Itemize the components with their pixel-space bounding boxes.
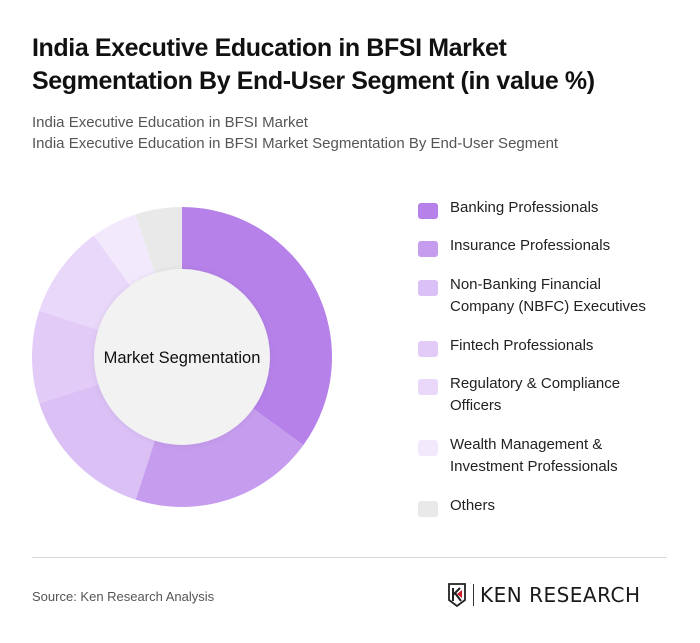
legend-label: Others xyxy=(450,497,496,514)
donut-center xyxy=(94,269,270,445)
legend-item-wealth[interactable]: Wealth Management & Investment Professio… xyxy=(418,434,650,478)
donut-slice[interactable] xyxy=(39,235,133,331)
legend-item-fintech[interactable]: Fintech Professionals xyxy=(418,335,680,357)
legend-label: Insurance Professionals xyxy=(450,237,611,254)
center-label: Market Segmentation xyxy=(104,349,261,367)
source-note: Source: Ken Research Analysis xyxy=(32,589,215,604)
ken-research-logo-icon xyxy=(448,583,466,607)
legend-label: Regulatory & Compliance Officers xyxy=(450,375,621,414)
donut-chart-area: Market Segmentation xyxy=(0,200,370,520)
chart-subtitle: India Executive Education in BFSI Market… xyxy=(32,112,672,154)
subtitle-line-1: India Executive Education in BFSI Market xyxy=(32,114,308,131)
legend-swatch xyxy=(418,379,438,395)
donut-slice[interactable] xyxy=(135,406,304,507)
legend-swatch xyxy=(418,241,438,257)
brand-logo: KEN RESEARCH xyxy=(447,583,641,607)
legend-swatch xyxy=(418,341,438,357)
legend-label: Wealth Management & Investment Professio… xyxy=(450,436,618,475)
donut-chart: Market Segmentation xyxy=(32,207,332,507)
legend-swatch xyxy=(418,501,438,517)
legend-item-regulatory[interactable]: Regulatory & Compliance Officers xyxy=(418,373,640,417)
donut-slice[interactable] xyxy=(135,207,182,277)
legend-item-others[interactable]: Others xyxy=(418,495,680,517)
footer-divider xyxy=(32,557,667,558)
donut-slices xyxy=(32,207,332,507)
donut-slice[interactable] xyxy=(93,214,156,289)
legend-swatch xyxy=(418,203,438,219)
brand-name: KEN RESEARCH xyxy=(480,583,641,607)
legend-item-insurance[interactable]: Insurance Professionals xyxy=(418,235,680,257)
chart-title: India Executive Education in BFSI Market… xyxy=(32,34,595,95)
legend-item-nbfc[interactable]: Non-Banking Financial Company (NBFC) Exe… xyxy=(418,274,660,318)
brand-separator xyxy=(473,584,474,606)
subtitle-line-2: India Executive Education in BFSI Market… xyxy=(32,135,559,152)
legend-swatch xyxy=(418,440,438,456)
legend-item-banking[interactable]: Banking Professionals xyxy=(418,197,680,219)
legend-label: Banking Professionals xyxy=(450,199,599,216)
legend-swatch xyxy=(418,280,438,296)
donut-slice[interactable] xyxy=(32,310,102,404)
legend-label: Non-Banking Financial Company (NBFC) Exe… xyxy=(450,276,646,315)
donut-slice[interactable] xyxy=(182,207,332,446)
donut-slice[interactable] xyxy=(39,383,156,500)
legend-label: Fintech Professionals xyxy=(450,337,594,354)
